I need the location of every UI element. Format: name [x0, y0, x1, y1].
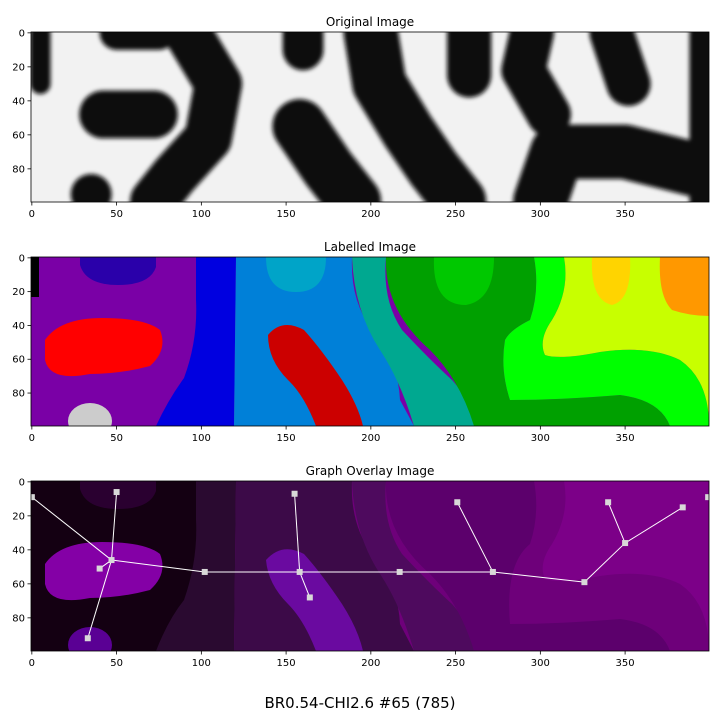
x-tick-label: 200 — [361, 658, 380, 669]
graph-node — [605, 499, 612, 506]
x-tick-label: 250 — [446, 658, 465, 669]
graph-node — [622, 540, 629, 547]
y-tick-label: 20 — [12, 62, 25, 73]
y-tick-label: 40 — [12, 96, 25, 107]
graph-edge — [294, 493, 301, 572]
x-tick-label: 350 — [616, 433, 635, 444]
graph-edge — [87, 559, 112, 639]
graph-edge — [624, 506, 683, 544]
y-tick-label: 0 — [19, 28, 25, 39]
x-tick-label: 350 — [616, 658, 635, 669]
x-tick-label: 250 — [446, 209, 465, 220]
x-tick-label: 200 — [361, 433, 380, 444]
x-tick-label: 200 — [361, 209, 380, 220]
x-tick-label: 300 — [531, 209, 550, 220]
y-tick-label: 80 — [12, 613, 25, 624]
x-tick-label: 350 — [616, 209, 635, 220]
x-tick-label: 250 — [446, 433, 465, 444]
graph-node — [84, 635, 91, 642]
y-tick-label: 20 — [12, 511, 25, 522]
x-tick-label: 50 — [110, 658, 123, 669]
graph-edge — [456, 502, 494, 573]
graph-node — [679, 504, 686, 511]
x-tick-label: 100 — [192, 209, 211, 220]
graph-node — [306, 594, 313, 601]
y-tick-label: 60 — [12, 579, 25, 590]
x-tick-label: 100 — [192, 433, 211, 444]
y-tick-label: 40 — [12, 321, 25, 332]
y-tick-label: 60 — [12, 355, 25, 366]
graph-edge — [31, 496, 112, 561]
y-tick-label: 80 — [12, 389, 25, 400]
graph-node — [489, 568, 496, 575]
graph-node — [96, 565, 103, 572]
graph-node — [291, 490, 298, 497]
graph-node — [296, 568, 303, 575]
x-tick-label: 300 — [531, 658, 550, 669]
y-tick-label: 20 — [12, 287, 25, 298]
dark-domain — [589, 32, 651, 106]
graph-edge — [111, 559, 205, 573]
graph-edge — [299, 571, 311, 598]
figure-suptitle: BR0.54-CHI2.6 #65 (785) — [264, 694, 456, 712]
dark-domain — [130, 32, 243, 202]
graph-overlay-panel: Graph Overlay Image 0 50 100 150 200 250 300 35… — [12, 464, 710, 669]
original-image-heatmap — [31, 32, 709, 202]
graph-node — [581, 579, 588, 586]
graph-edge — [492, 571, 585, 583]
x-tick-label: 50 — [110, 433, 123, 444]
graph-edge — [111, 492, 118, 561]
original-image-title: Original Image — [326, 15, 414, 29]
x-tick-label: 150 — [277, 433, 296, 444]
graph-node — [108, 557, 115, 564]
dark-domain — [272, 99, 382, 202]
labelled-image-title: Labelled Image — [324, 240, 416, 254]
y-tick-label: 0 — [19, 477, 25, 488]
y-tick-label: 80 — [12, 164, 25, 175]
y-tick-label: 60 — [12, 130, 25, 141]
graph-node — [113, 489, 120, 496]
graph-overlay-title: Graph Overlay Image — [306, 464, 435, 478]
dark-domain — [343, 32, 487, 202]
dark-domain — [513, 124, 709, 202]
graph-node — [705, 494, 709, 501]
graph-edge — [607, 502, 626, 544]
x-tick-label: 0 — [29, 209, 35, 220]
labelled-image-panel: Labelled Image 0 50 100 150 200 250 300 350 0 20 4… — [12, 240, 710, 444]
original-image-panel: Original Image 0 50 100 150 200 250 300 350 0 20 4… — [12, 15, 710, 220]
x-tick-label: 100 — [192, 658, 211, 669]
x-tick-label: 300 — [531, 433, 550, 444]
graph-node — [454, 499, 461, 506]
dark-domain — [501, 32, 571, 137]
x-tick-label: 0 — [29, 433, 35, 444]
graph-edge — [584, 542, 626, 583]
y-tick-label: 40 — [12, 545, 25, 556]
graph-node — [31, 494, 35, 501]
x-tick-label: 150 — [277, 658, 296, 669]
graph-overlay-heatmap — [31, 481, 709, 651]
labelled-image-heatmap — [31, 257, 709, 426]
graph-node — [396, 568, 403, 575]
x-tick-label: 50 — [110, 209, 123, 220]
x-tick-label: 150 — [277, 209, 296, 220]
graph-node — [201, 568, 208, 575]
y-tick-label: 0 — [19, 253, 25, 264]
x-tick-label: 0 — [29, 658, 35, 669]
